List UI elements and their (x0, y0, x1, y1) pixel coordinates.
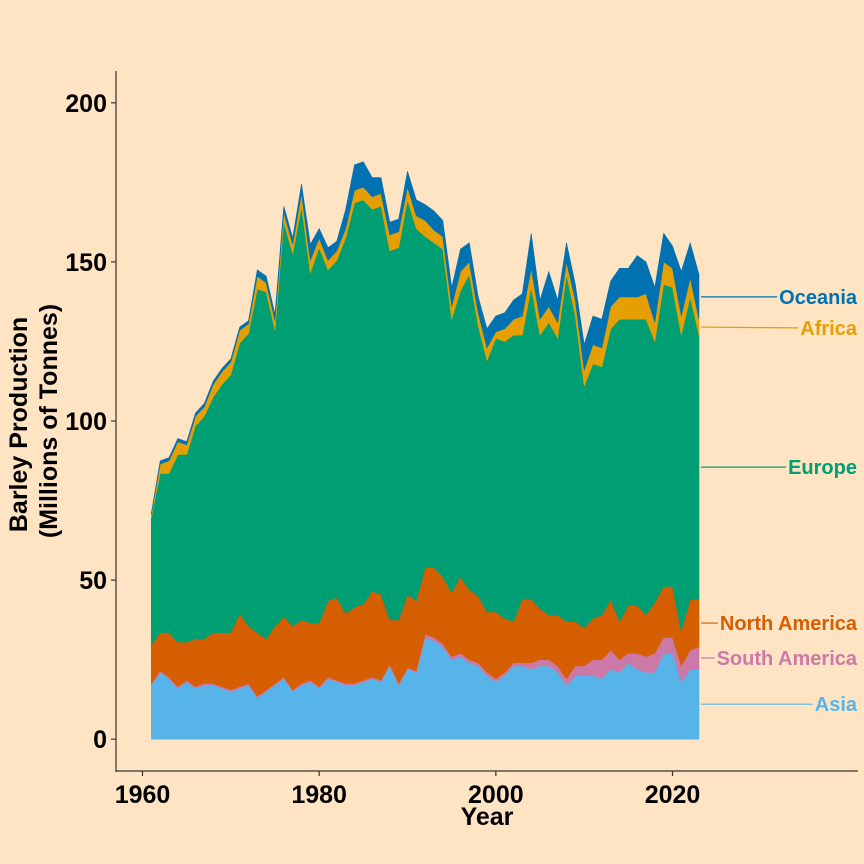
y-tick-label: 100 (65, 408, 107, 436)
series-label-north-america: North America (720, 613, 858, 635)
leader-line-africa (700, 326, 799, 329)
series-label-south-america: South America (717, 648, 858, 670)
x-axis-title: Year (461, 803, 514, 831)
x-ticks: 1960 1980 2000 2020 (115, 771, 701, 809)
y-tick-label: 50 (79, 567, 107, 595)
x-tick-label: 2020 (645, 781, 701, 809)
y-tick-label: 200 (65, 90, 107, 118)
x-tick-label: 1980 (291, 781, 347, 809)
stacked-areas (151, 161, 700, 740)
y-tick-label: 150 (65, 249, 107, 277)
series-label-europe: Europe (788, 457, 857, 479)
series-label-africa: Africa (800, 318, 858, 340)
series-labels: Oceania Africa Europe North America South Am… (700, 287, 858, 716)
x-tick-label: 2000 (468, 781, 524, 809)
y-ticks: 0 50 100 150 200 (65, 90, 116, 754)
x-tick-label: 1960 (115, 781, 171, 809)
series-label-asia: Asia (815, 694, 858, 716)
area-oceania (151, 161, 700, 515)
y-axis-title-line-2: (Millions of Tonnes) (35, 304, 63, 538)
y-axis-title-line-1: Barley Production (5, 317, 33, 532)
y-axis-title: Barley Production (Millions of Tonnes) (5, 304, 63, 538)
series-label-oceania: Oceania (779, 287, 858, 309)
y-tick-label: 0 (93, 726, 107, 754)
